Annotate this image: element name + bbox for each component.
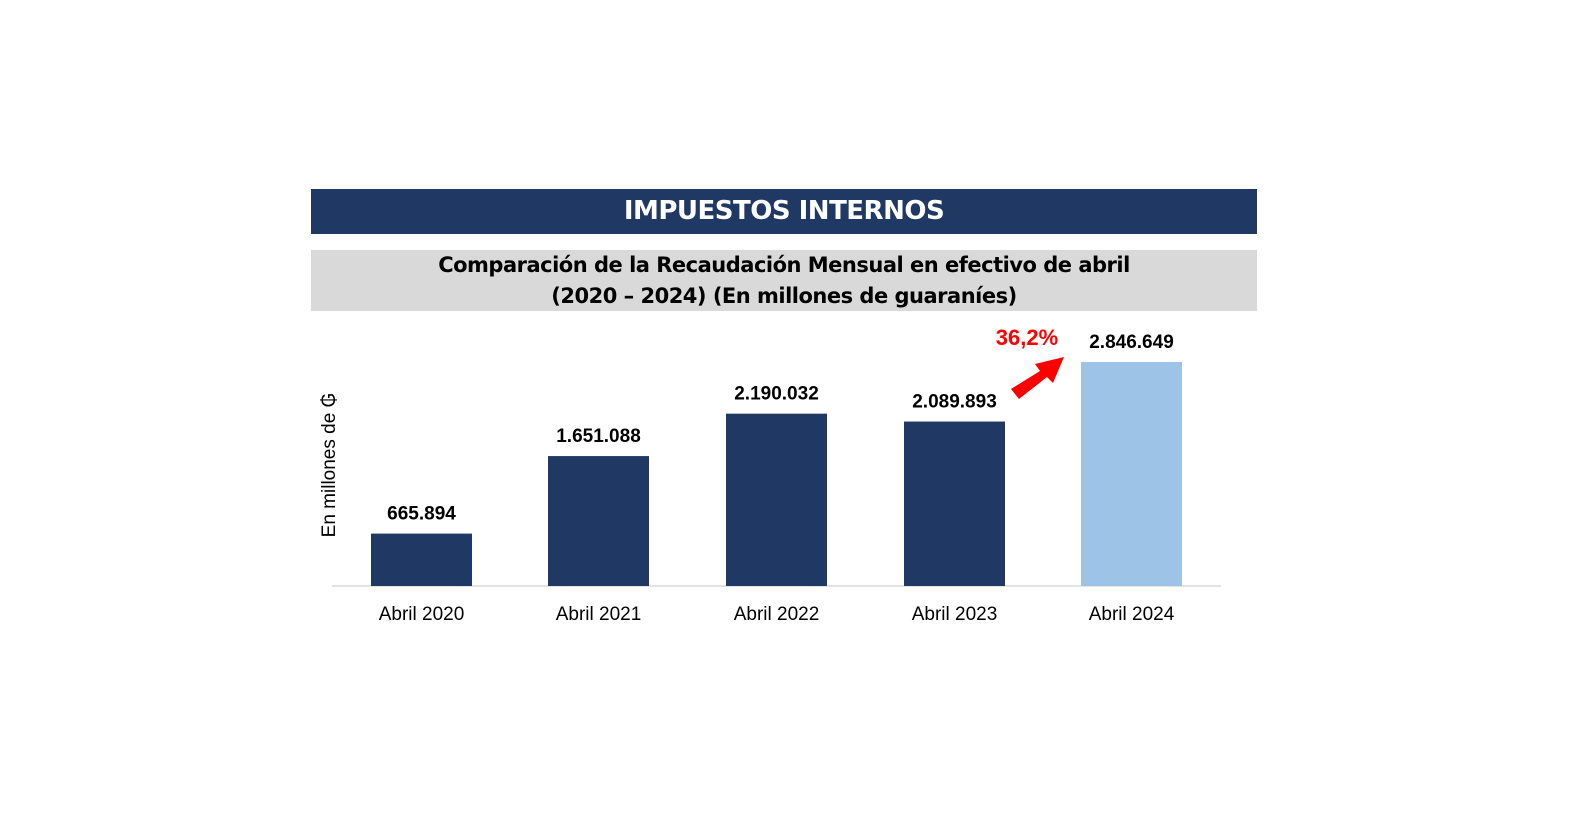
x-tick-label: Abril 2020 [379, 604, 465, 625]
bar [726, 413, 827, 586]
growth-annotation: 36,2% [996, 325, 1058, 350]
chart-title: Comparación de la Recaudación Mensual en… [438, 253, 1130, 277]
bar [904, 421, 1005, 586]
x-tick-label: Abril 2023 [912, 604, 998, 625]
data-label: 665.894 [387, 504, 456, 525]
x-tick-label: Abril 2024 [1089, 604, 1175, 625]
bar [371, 533, 472, 586]
data-label: 2.089.893 [912, 392, 997, 413]
data-label: 2.846.649 [1089, 332, 1174, 353]
section-banner: IMPUESTOS INTERNOS [311, 189, 1257, 234]
bar [548, 456, 649, 586]
data-label: 2.190.032 [734, 384, 819, 405]
bar [1081, 362, 1182, 586]
x-tick-label: Abril 2022 [734, 604, 820, 625]
chart-subtitle: (2020 – 2024) (En millones de guaraníes) [551, 284, 1017, 308]
y-axis-label: En millones de ₲ [319, 393, 340, 538]
data-label: 1.651.088 [556, 426, 641, 447]
increase-arrow-icon [1011, 357, 1064, 399]
x-tick-label: Abril 2021 [556, 604, 642, 625]
chart-title-box: Comparación de la Recaudación Mensual en… [311, 250, 1257, 311]
